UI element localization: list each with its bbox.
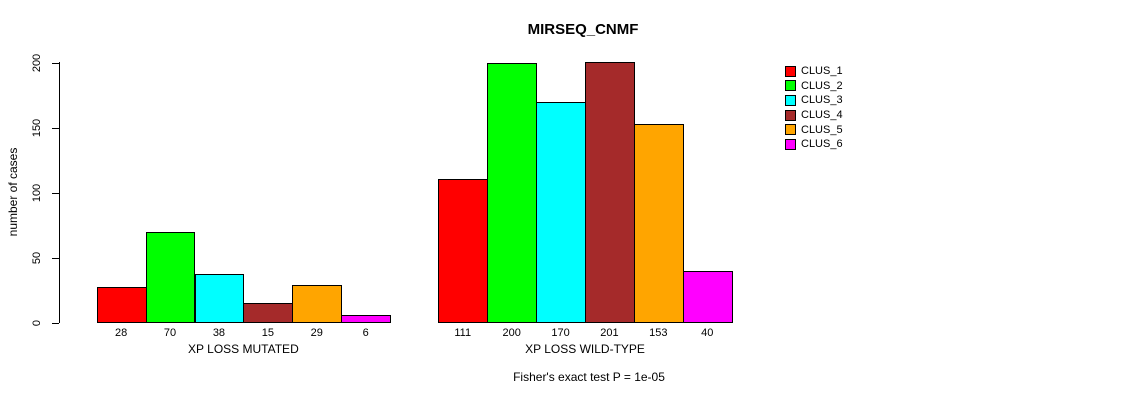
bar-value-label: 111 xyxy=(454,327,472,339)
y-axis-tick-label: 200 xyxy=(31,53,43,73)
y-axis-tick-label: 150 xyxy=(31,118,43,138)
bar-clus_1 xyxy=(96,287,147,323)
legend-label: CLUS_1 xyxy=(801,65,843,77)
legend-swatch xyxy=(785,94,796,106)
chart-title: MIRSEQ_CNMF xyxy=(527,21,639,38)
bar-value-label: 170 xyxy=(551,327,570,339)
legend-item: CLUS_1 xyxy=(785,65,843,78)
y-axis-tick xyxy=(52,192,59,194)
legend-swatch xyxy=(785,80,796,92)
y-axis-label: number of cases xyxy=(6,147,20,237)
bar-clus_3 xyxy=(194,274,245,323)
bar-clus_4 xyxy=(585,62,635,323)
y-axis-tick-label: 0 xyxy=(31,319,43,327)
legend-swatch xyxy=(785,109,796,121)
bar-clus_6 xyxy=(341,315,392,323)
legend-label: CLUS_2 xyxy=(801,79,843,92)
legend-item: CLUS_2 xyxy=(785,79,843,92)
bar-clus_5 xyxy=(633,124,684,323)
bar-value-label: 15 xyxy=(261,327,274,339)
legend-label: CLUS_5 xyxy=(801,123,843,136)
y-axis-tick xyxy=(52,257,59,259)
bar-value-label: 153 xyxy=(649,327,668,339)
bar-value-label: 28 xyxy=(115,327,128,339)
legend-swatch xyxy=(785,65,796,77)
legend-label: CLUS_4 xyxy=(801,109,843,121)
bar-value-label: 201 xyxy=(600,327,619,339)
y-axis-tick xyxy=(52,322,59,324)
y-axis-line xyxy=(59,62,60,323)
bar-value-label: 29 xyxy=(310,327,323,339)
y-axis-tick xyxy=(52,62,59,64)
bar-clus_1 xyxy=(438,179,489,323)
y-axis-tick xyxy=(52,127,59,129)
category-label: XP LOSS MUTATED xyxy=(188,342,299,356)
bar-value-label: 6 xyxy=(362,327,369,339)
bar-value-label: 40 xyxy=(701,327,714,339)
category-label: XP LOSS WILD-TYPE xyxy=(525,342,645,356)
legend-item: CLUS_4 xyxy=(785,109,843,122)
bar-clus_6 xyxy=(682,271,733,323)
legend-item: CLUS_5 xyxy=(785,123,843,136)
bar-value-label: 38 xyxy=(212,327,226,339)
legend-item: CLUS_3 xyxy=(785,94,843,107)
bar-clus_5 xyxy=(292,285,343,323)
legend-swatch xyxy=(785,138,796,150)
bar-value-label: 70 xyxy=(163,327,177,339)
bar-clus_2 xyxy=(487,63,538,323)
fisher-test-note: Fisher's exact test P = 1e-05 xyxy=(513,370,665,384)
y-axis-tick-label: 100 xyxy=(31,183,43,203)
bar-value-label: 200 xyxy=(502,327,521,339)
legend-item: CLUS_6 xyxy=(785,138,843,151)
legend-label: CLUS_6 xyxy=(801,138,843,151)
bar-clus_3 xyxy=(536,102,586,323)
bar-clus_4 xyxy=(243,303,294,323)
legend-label: CLUS_3 xyxy=(801,94,843,107)
bar-clus_2 xyxy=(145,232,196,323)
y-axis-tick-label: 50 xyxy=(31,251,43,265)
legend-swatch xyxy=(785,124,796,136)
